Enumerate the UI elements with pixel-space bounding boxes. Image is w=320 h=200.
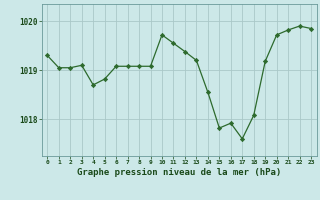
X-axis label: Graphe pression niveau de la mer (hPa): Graphe pression niveau de la mer (hPa) xyxy=(77,168,281,177)
